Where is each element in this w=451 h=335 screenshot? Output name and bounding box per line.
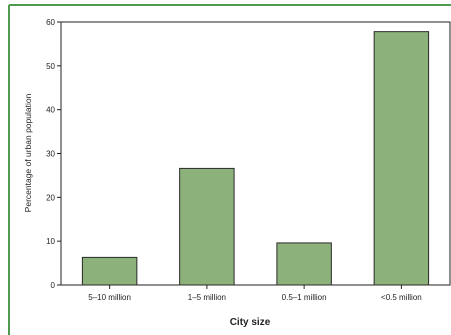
x-tick-label: 1–5 million — [188, 293, 226, 302]
y-axis-title: Percentage of urban population — [23, 93, 33, 212]
x-tick-label: <0.5 million — [381, 293, 422, 302]
y-tick-label: 40 — [46, 106, 55, 115]
y-tick-label: 0 — [51, 281, 56, 290]
bar — [276, 242, 332, 286]
y-tick-label: 20 — [46, 193, 55, 202]
y-tick-label: 50 — [46, 62, 55, 71]
y-tick-label: 30 — [46, 150, 55, 159]
y-tick-label: 10 — [46, 237, 55, 246]
x-axis-title: City size — [230, 317, 271, 328]
y-tick-label: 60 — [46, 18, 55, 27]
bars-group — [81, 31, 430, 286]
x-tick-label: 0.5–1 million — [282, 293, 327, 302]
x-axis: 5–10 million 1–5 million 0.5–1 million <0.5… — [88, 285, 422, 302]
bar — [81, 256, 138, 286]
bar — [373, 31, 430, 286]
bar — [179, 167, 235, 286]
x-tick-label: 5–10 million — [88, 293, 131, 302]
y-axis: 0 10 20 30 40 50 60 — [46, 18, 61, 290]
